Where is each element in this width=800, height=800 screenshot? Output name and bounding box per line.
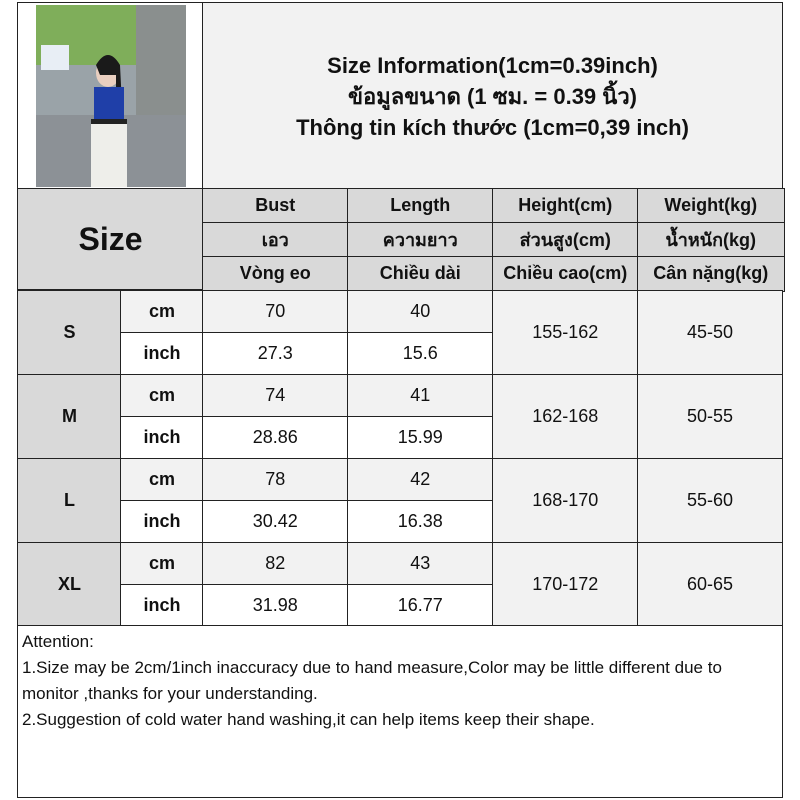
height-cell: 155-162 xyxy=(492,290,639,375)
column-header-vi: Chiều dài xyxy=(347,256,494,292)
attention-note-2: 2.Suggestion of cold water hand washing,… xyxy=(22,710,595,729)
model-photo xyxy=(35,5,186,187)
length-cm-cell: 42 xyxy=(347,458,494,501)
size-info-title: Size Information(1cm=0.39inch) ข้อมูลขนา… xyxy=(202,2,783,190)
column-header-en: Length xyxy=(347,188,494,224)
unit-inch: inch xyxy=(120,332,204,375)
length-inch-cell: 16.77 xyxy=(347,584,494,627)
length-inch-cell: 15.6 xyxy=(347,332,494,375)
weight-cell: 45-50 xyxy=(637,290,783,375)
title-thai: ข้อมูลขนาด (1 ซม. = 0.39 นิ้ว) xyxy=(347,83,637,109)
unit-cm: cm xyxy=(120,374,204,417)
column-header-en: Height(cm) xyxy=(492,188,639,224)
bust-inch-cell: 30.42 xyxy=(202,500,349,543)
length-cm-cell: 40 xyxy=(347,290,494,333)
size-header: Size xyxy=(17,188,204,290)
weight-cell: 50-55 xyxy=(637,374,783,459)
column-header-en: Bust xyxy=(202,188,349,224)
height-cell: 170-172 xyxy=(492,542,639,627)
bust-cm-cell: 70 xyxy=(202,290,349,333)
product-photo-cell xyxy=(17,2,204,190)
bust-inch-cell: 31.98 xyxy=(202,584,349,627)
attention-note-1: 1.Size may be 2cm/1inch inaccuracy due t… xyxy=(22,658,722,703)
size-label-cell: M xyxy=(17,374,122,459)
size-label-cell: XL xyxy=(17,542,122,627)
unit-cm: cm xyxy=(120,290,204,333)
unit-inch: inch xyxy=(120,500,204,543)
size-label-cell: S xyxy=(17,290,122,375)
unit-inch: inch xyxy=(120,584,204,627)
length-cm-cell: 41 xyxy=(347,374,494,417)
column-header-th: น้ำหนัก(kg) xyxy=(637,222,785,258)
bust-inch-cell: 27.3 xyxy=(202,332,349,375)
unit-cm: cm xyxy=(120,542,204,585)
weight-cell: 60-65 xyxy=(637,542,783,627)
attention-heading: Attention: xyxy=(22,632,94,651)
column-header-vi: Chiều cao(cm) xyxy=(492,256,639,292)
column-header-th: ส่วนสูง(cm) xyxy=(492,222,639,258)
bust-cm-cell: 82 xyxy=(202,542,349,585)
bust-cm-cell: 74 xyxy=(202,374,349,417)
title-english: Size Information(1cm=0.39inch) xyxy=(327,52,658,78)
bust-inch-cell: 28.86 xyxy=(202,416,349,459)
unit-cm: cm xyxy=(120,458,204,501)
bust-cm-cell: 78 xyxy=(202,458,349,501)
size-label-cell: L xyxy=(17,458,122,543)
column-header-th: ความยาว xyxy=(347,222,494,258)
title-vietnamese: Thông tin kích thước (1cm=0,39 inch) xyxy=(296,114,689,140)
height-cell: 162-168 xyxy=(492,374,639,459)
length-inch-cell: 16.38 xyxy=(347,500,494,543)
height-cell: 168-170 xyxy=(492,458,639,543)
length-cm-cell: 43 xyxy=(347,542,494,585)
column-header-vi: Vòng eo xyxy=(202,256,349,292)
length-inch-cell: 15.99 xyxy=(347,416,494,459)
attention-notes: Attention: 1.Size may be 2cm/1inch inacc… xyxy=(17,625,783,798)
column-header-th: เอว xyxy=(202,222,349,258)
weight-cell: 55-60 xyxy=(637,458,783,543)
unit-inch: inch xyxy=(120,416,204,459)
column-header-vi: Cân nặng(kg) xyxy=(637,256,785,292)
column-header-en: Weight(kg) xyxy=(637,188,785,224)
